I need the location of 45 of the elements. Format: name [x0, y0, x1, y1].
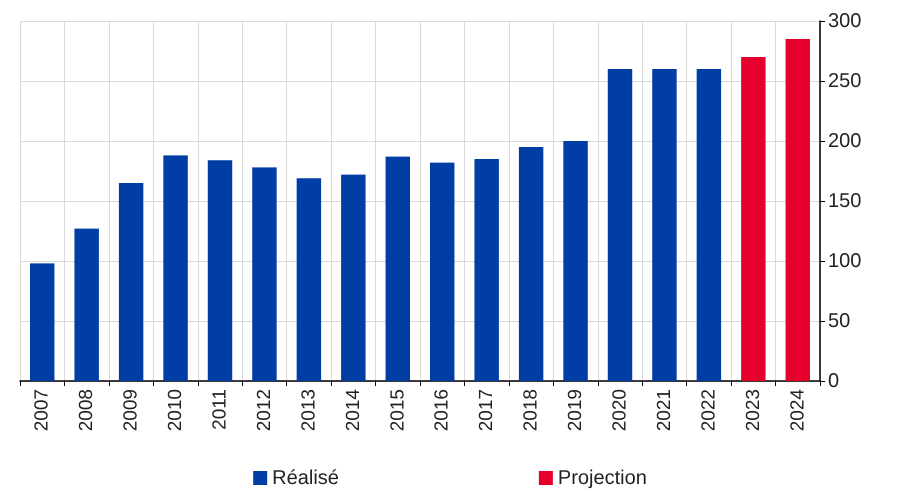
- x-tick-label: 2021: [654, 389, 675, 432]
- bar: [118, 183, 144, 381]
- x-tick-label: 2022: [698, 389, 720, 432]
- bar: [386, 156, 410, 381]
- x-tick-label: 2016: [432, 389, 453, 432]
- x-tick-label: 2008: [76, 389, 98, 432]
- y-tick-label: 200: [828, 130, 862, 152]
- x-tick-label: 2011: [210, 389, 230, 430]
- y-tick-label: 0: [828, 370, 840, 392]
- bar: [741, 57, 766, 381]
- x-tick-label: 2018: [520, 389, 542, 432]
- x-tick-label: 2020: [610, 389, 630, 432]
- bar: [208, 160, 232, 381]
- x-tick-label: 2023: [742, 389, 764, 432]
- x-tick-label: 2017: [476, 389, 498, 432]
- bar: [341, 174, 366, 381]
- y-tick-label: 100: [828, 250, 862, 272]
- bar: [563, 141, 588, 381]
- y-tick-label: 150: [828, 190, 862, 212]
- bar: [518, 147, 544, 381]
- y-tick-label: 50: [828, 310, 850, 332]
- x-tick-label: 2019: [565, 389, 586, 432]
- bar: [252, 167, 277, 381]
- bar: [30, 263, 54, 381]
- bar: [74, 228, 99, 381]
- legend-label: Réalisé: [272, 467, 339, 489]
- bar: [296, 178, 322, 381]
- x-tick-label: 2024: [787, 388, 808, 432]
- x-tick-label: 2013: [298, 389, 320, 432]
- x-tick-label: 2010: [165, 389, 186, 432]
- y-tick-label: 250: [828, 70, 862, 92]
- x-tick-label: 2012: [254, 389, 275, 432]
- x-tick-label: 2015: [387, 389, 408, 432]
- bar: [608, 69, 632, 381]
- bar: [652, 69, 677, 381]
- bar: [786, 39, 810, 381]
- bar: [474, 159, 499, 381]
- x-tick-label: 2014: [342, 388, 364, 432]
- y-tick-label: 300: [828, 10, 862, 32]
- bar: [430, 162, 454, 381]
- x-tick-label: 2009: [120, 389, 142, 432]
- bar: [696, 69, 722, 381]
- bar: [163, 155, 188, 381]
- legend-label: Projection: [558, 467, 647, 489]
- x-tick-label: 2007: [32, 389, 53, 432]
